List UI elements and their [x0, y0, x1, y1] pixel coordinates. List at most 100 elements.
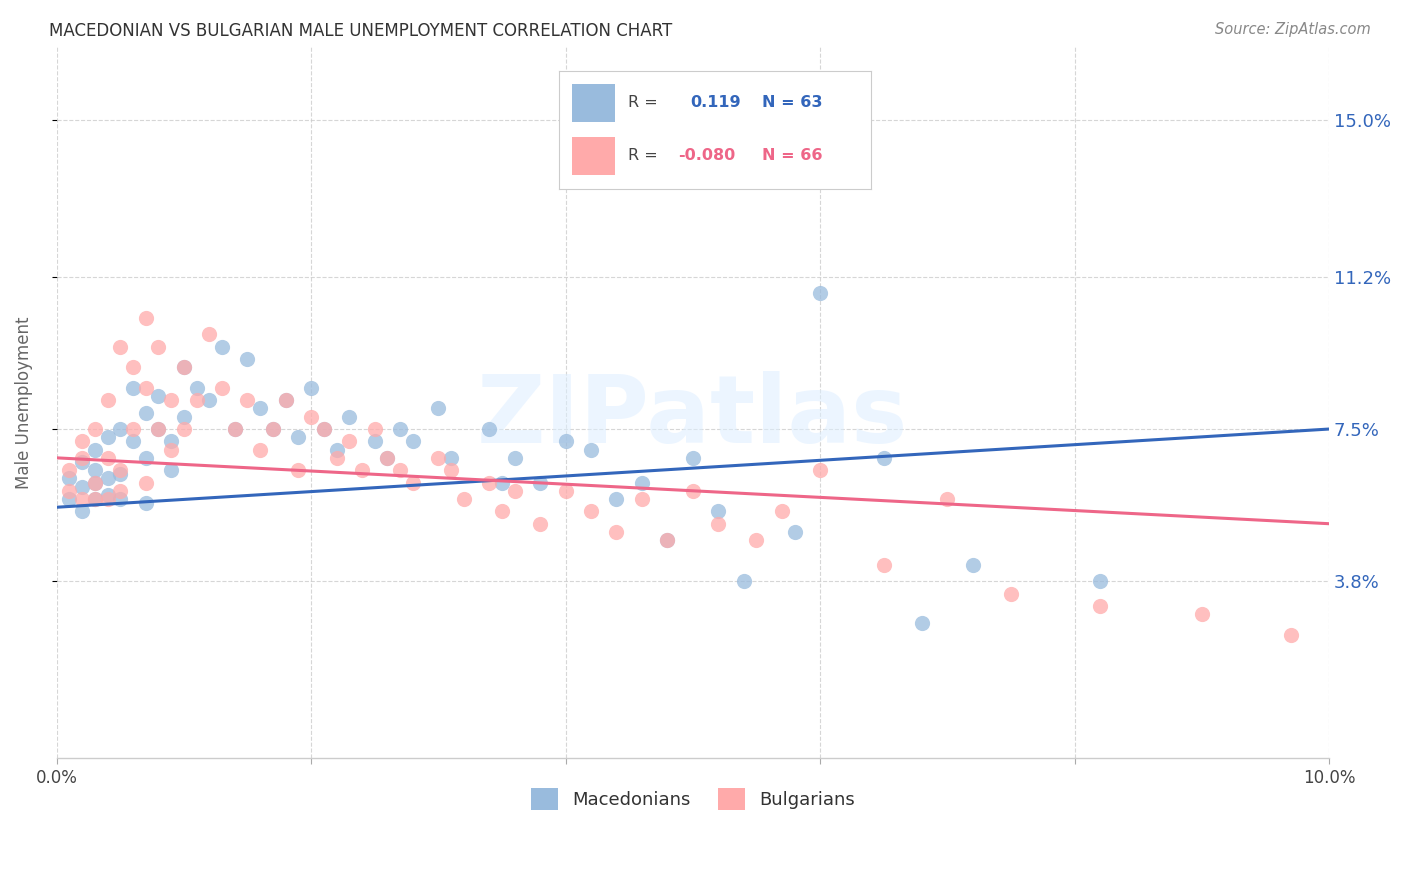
Point [873, 558, 896, 572]
Point [224, 422, 246, 436]
Point [936, 491, 959, 506]
Point [83, 422, 105, 436]
Point [682, 483, 704, 498]
Point [579, 504, 602, 518]
Point [1191, 607, 1213, 622]
Point [70, 480, 93, 494]
Point [962, 558, 984, 572]
Point [198, 327, 221, 342]
Point [377, 450, 399, 465]
Point [236, 352, 259, 367]
Point [262, 422, 284, 436]
Point [160, 434, 183, 449]
Point [83, 475, 105, 490]
Point [224, 422, 246, 436]
Point [122, 422, 145, 436]
Point [148, 340, 170, 354]
Point [122, 381, 145, 395]
Point [236, 393, 259, 408]
Point [389, 422, 412, 436]
Point [783, 524, 806, 539]
Point [83, 463, 105, 477]
Point [135, 406, 157, 420]
Text: Source: ZipAtlas.com: Source: ZipAtlas.com [1215, 22, 1371, 37]
Point [402, 475, 425, 490]
Point [1088, 599, 1111, 613]
Text: ZIPatlas: ZIPatlas [477, 370, 908, 463]
Point [110, 463, 132, 477]
Point [58, 491, 80, 506]
Point [491, 475, 513, 490]
Point [96, 430, 118, 444]
Point [745, 533, 768, 548]
Point [135, 496, 157, 510]
Point [478, 475, 501, 490]
Point [70, 450, 93, 465]
Point [682, 450, 704, 465]
Point [657, 533, 679, 548]
Point [110, 491, 132, 506]
Point [503, 483, 526, 498]
Point [148, 422, 170, 436]
Point [249, 401, 271, 416]
Point [503, 450, 526, 465]
Point [198, 393, 221, 408]
Point [262, 422, 284, 436]
Point [70, 455, 93, 469]
Point [110, 483, 132, 498]
Point [110, 422, 132, 436]
Point [529, 475, 551, 490]
Point [122, 360, 145, 375]
Point [733, 574, 755, 589]
Point [83, 491, 105, 506]
Point [911, 615, 934, 630]
Point [122, 434, 145, 449]
Point [96, 450, 118, 465]
Point [427, 450, 450, 465]
Point [96, 393, 118, 408]
Point [96, 471, 118, 485]
Point [110, 467, 132, 482]
Point [770, 504, 793, 518]
Point [657, 533, 679, 548]
Point [299, 381, 322, 395]
Point [440, 450, 463, 465]
Point [579, 442, 602, 457]
Point [110, 340, 132, 354]
Point [135, 381, 157, 395]
Point [1000, 587, 1022, 601]
Point [70, 434, 93, 449]
Legend: Macedonians, Bulgarians: Macedonians, Bulgarians [523, 780, 862, 817]
Point [160, 442, 183, 457]
Point [135, 475, 157, 490]
Point [274, 393, 297, 408]
Point [631, 491, 654, 506]
Point [873, 450, 896, 465]
Point [707, 516, 730, 531]
Point [83, 475, 105, 490]
Point [249, 442, 271, 457]
Point [83, 442, 105, 457]
Point [325, 450, 347, 465]
Point [1088, 574, 1111, 589]
Point [274, 393, 297, 408]
Point [808, 463, 831, 477]
Point [186, 393, 208, 408]
Point [554, 434, 576, 449]
Point [350, 463, 373, 477]
Point [605, 491, 627, 506]
Point [491, 504, 513, 518]
Point [1279, 628, 1302, 642]
Point [389, 463, 412, 477]
Point [211, 381, 233, 395]
Point [96, 491, 118, 506]
Point [427, 401, 450, 416]
Point [453, 491, 475, 506]
Point [337, 434, 360, 449]
Point [402, 434, 425, 449]
Point [83, 491, 105, 506]
Point [299, 409, 322, 424]
Point [605, 524, 627, 539]
Point [148, 422, 170, 436]
Point [377, 450, 399, 465]
